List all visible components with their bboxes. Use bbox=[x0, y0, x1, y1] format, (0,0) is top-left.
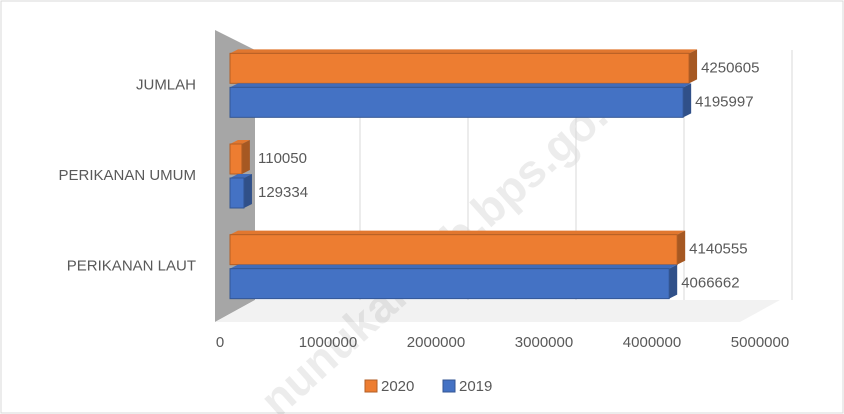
bar-top bbox=[230, 83, 692, 88]
legend-label: 2019 bbox=[459, 378, 492, 395]
bar bbox=[229, 177, 245, 209]
bar-side bbox=[683, 83, 692, 118]
bar-side bbox=[677, 230, 686, 265]
x-tick-label: 3000000 bbox=[515, 334, 573, 351]
x-tick-label: 1000000 bbox=[299, 334, 357, 351]
data-label: 129334 bbox=[258, 184, 308, 201]
bar-side bbox=[669, 264, 678, 299]
bar-top bbox=[230, 174, 252, 178]
bar-top bbox=[230, 140, 250, 144]
bar-top bbox=[230, 49, 698, 54]
bar bbox=[229, 52, 690, 84]
x-tick-label: 2000000 bbox=[407, 334, 465, 351]
bar bbox=[229, 143, 243, 175]
data-label: 4195997 bbox=[695, 93, 753, 110]
x-tick-label: 5000000 bbox=[731, 334, 789, 351]
data-label: 4250605 bbox=[701, 59, 759, 76]
bar bbox=[229, 268, 670, 300]
data-label: 110050 bbox=[258, 150, 307, 167]
category-label: PERIKANAN UMUM bbox=[58, 167, 196, 184]
x-tick-label: 0 bbox=[216, 334, 224, 351]
legend-swatch bbox=[364, 379, 378, 393]
floor bbox=[215, 300, 780, 322]
legend-label: 2020 bbox=[381, 378, 414, 395]
category-label: PERIKANAN LAUT bbox=[67, 258, 196, 275]
bar-side bbox=[241, 140, 250, 174]
bar bbox=[229, 234, 678, 266]
legend-swatch bbox=[442, 379, 456, 393]
bar-side bbox=[689, 49, 698, 84]
bar-top bbox=[230, 230, 686, 235]
data-label: 4066662 bbox=[681, 275, 739, 292]
category-label: JUMLAH bbox=[136, 76, 196, 93]
x-tick-label: 4000000 bbox=[623, 334, 681, 351]
bar-side bbox=[243, 174, 252, 208]
bar-top bbox=[230, 264, 678, 269]
data-label: 4140555 bbox=[689, 241, 747, 258]
bar bbox=[229, 86, 684, 118]
